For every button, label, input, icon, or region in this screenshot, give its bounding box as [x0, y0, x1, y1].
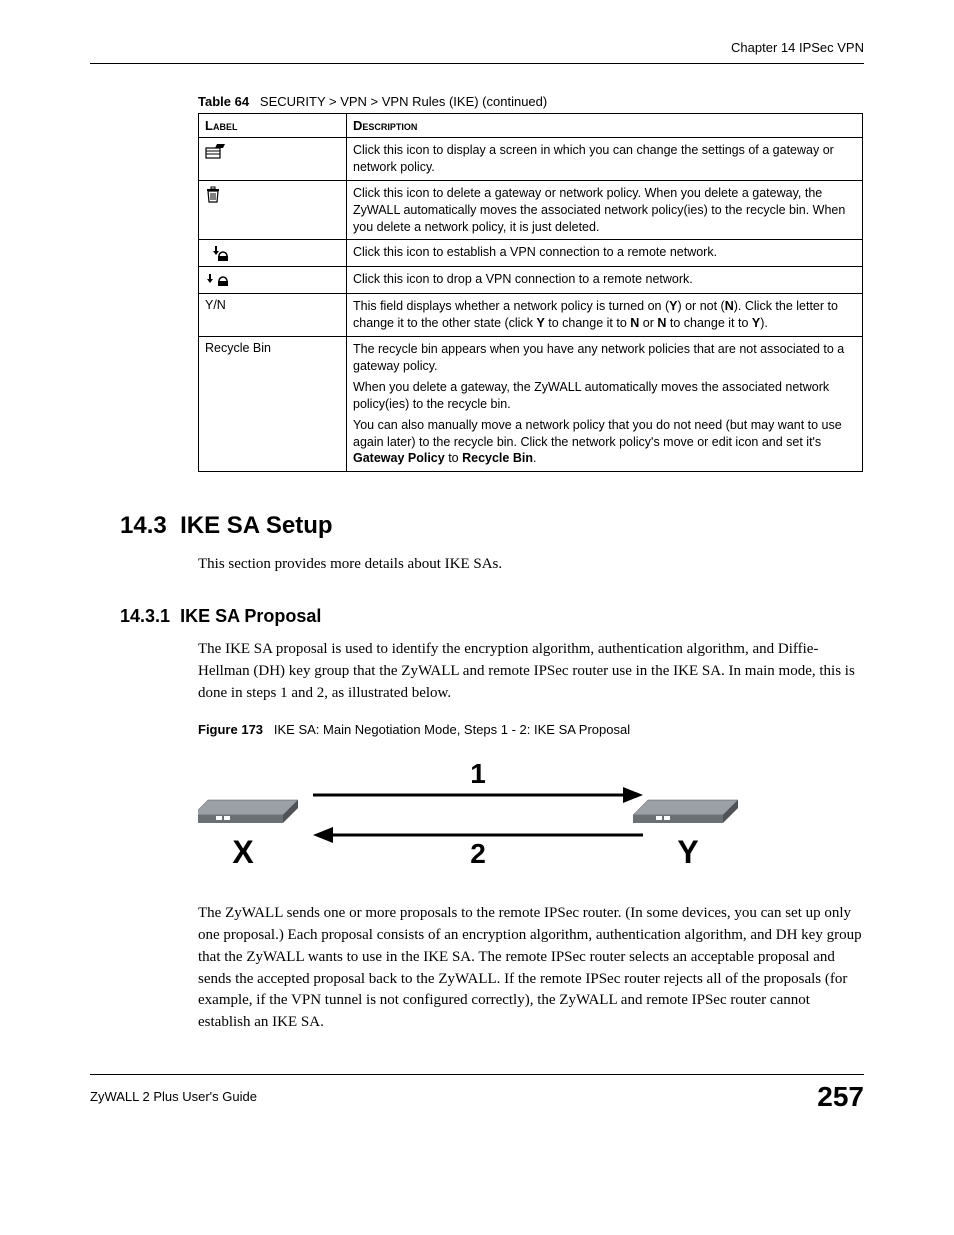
page-footer: ZyWALL 2 Plus User's Guide 257 — [90, 1074, 864, 1113]
table-header-row: Label Description — [199, 114, 863, 138]
subsection-number: 14.3.1 — [120, 606, 170, 626]
figure-num-1: 1 — [470, 758, 486, 789]
figure-label-y: Y — [677, 834, 698, 870]
table-row: Click this icon to establish a VPN conne… — [199, 240, 863, 267]
delete-description: Click this icon to delete a gateway or n… — [347, 180, 863, 240]
table-row: Click this icon to display a screen in w… — [199, 138, 863, 181]
disconnect-description: Click this icon to drop a VPN connection… — [347, 267, 863, 294]
page-number: 257 — [817, 1081, 864, 1113]
edit-icon-cell — [199, 138, 347, 181]
edit-description: Click this icon to display a screen in w… — [347, 138, 863, 181]
edit-icon — [205, 142, 227, 160]
col-header-description: Description — [347, 114, 863, 138]
disconnect-icon-cell — [199, 267, 347, 294]
table-caption: Table 64 SECURITY > VPN > VPN Rules (IKE… — [198, 94, 864, 109]
table-row: Click this icon to delete a gateway or n… — [199, 180, 863, 240]
footer-guide-title: ZyWALL 2 Plus User's Guide — [90, 1089, 257, 1104]
table-caption-text: SECURITY > VPN > VPN Rules (IKE) (contin… — [260, 94, 547, 109]
subsection-p1: The IKE SA proposal is used to identify … — [198, 639, 863, 704]
yn-label: Y/N — [199, 294, 347, 337]
subsection-p2: The ZyWALL sends one or more proposals t… — [198, 903, 863, 1034]
figure-number: Figure 173 — [198, 722, 263, 737]
table-row: Click this icon to drop a VPN connection… — [199, 267, 863, 294]
figure-num-2: 2 — [470, 838, 486, 869]
subsection-title: IKE SA Proposal — [180, 606, 321, 626]
recycle-description: The recycle bin appears when you have an… — [347, 337, 863, 472]
router-right-icon — [633, 800, 738, 823]
figure-label-x: X — [232, 834, 254, 870]
table-row: Y/N This field displays whether a networ… — [199, 294, 863, 337]
section-number: 14.3 — [120, 512, 167, 539]
delete-icon-cell — [199, 180, 347, 240]
section-title: IKE SA Setup — [180, 512, 332, 539]
table-number: Table 64 — [198, 94, 249, 109]
recycle-label: Recycle Bin — [199, 337, 347, 472]
table-row: Recycle Bin The recycle bin appears when… — [199, 337, 863, 472]
section-heading: 14.3 IKE SA Setup — [120, 512, 864, 540]
connect-icon-cell — [199, 240, 347, 267]
disconnect-icon — [205, 271, 231, 289]
trash-icon — [205, 185, 221, 203]
router-left-icon — [198, 800, 298, 823]
vpn-rules-table: Label Description Click this icon to dis… — [198, 113, 863, 472]
connect-icon — [205, 244, 231, 262]
ike-proposal-figure: 1 2 X Y — [198, 745, 758, 885]
yn-description: This field displays whether a network po… — [347, 294, 863, 337]
figure-caption: Figure 173 IKE SA: Main Negotiation Mode… — [198, 722, 864, 737]
figure-caption-text: IKE SA: Main Negotiation Mode, Steps 1 -… — [274, 722, 630, 737]
connect-description: Click this icon to establish a VPN conne… — [347, 240, 863, 267]
col-header-label: Label — [199, 114, 347, 138]
subsection-heading: 14.3.1 IKE SA Proposal — [120, 606, 864, 627]
chapter-header: Chapter 14 IPSec VPN — [90, 40, 864, 64]
section-intro: This section provides more details about… — [198, 554, 863, 576]
